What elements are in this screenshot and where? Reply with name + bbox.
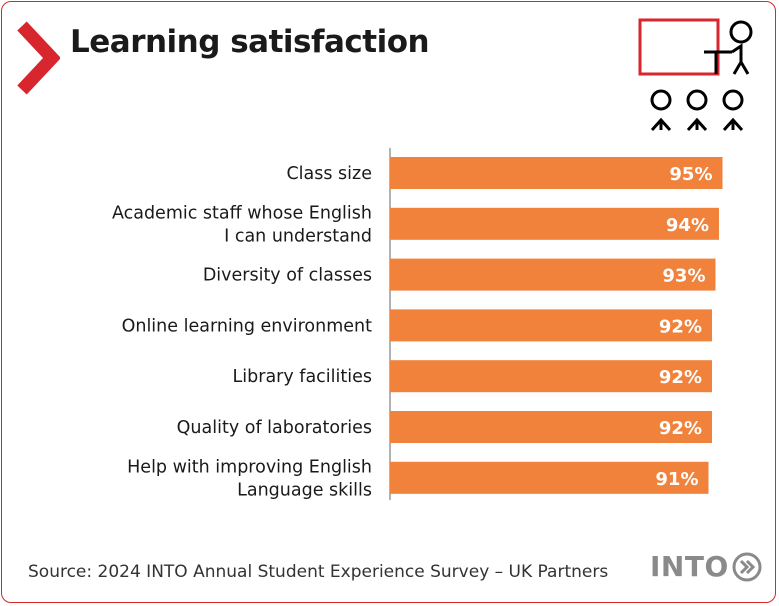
bar — [390, 207, 719, 240]
category-label: Library facilities — [233, 367, 372, 387]
bar-value-label: 91% — [655, 469, 698, 490]
bar — [390, 309, 712, 342]
bar-value-label: 93% — [662, 266, 705, 287]
category-label: Diversity of classes — [203, 266, 372, 286]
category-label: Class size — [286, 164, 372, 184]
category-label: I can understand — [224, 226, 372, 246]
bar — [390, 360, 712, 393]
bar-value-label: 94% — [666, 215, 709, 236]
bar — [390, 411, 712, 443]
into-logo-text: INTO — [650, 550, 729, 583]
bar — [390, 461, 709, 494]
source-note: Source: 2024 INTO Annual Student Experie… — [28, 562, 609, 582]
bar-value-label: 95% — [669, 164, 712, 185]
bar-value-label: 92% — [659, 418, 702, 439]
category-label: Online learning environment — [122, 316, 373, 336]
chart-title: Learning satisfaction — [70, 24, 430, 60]
bar-value-label: 92% — [659, 316, 702, 337]
category-label: Language skills — [237, 480, 372, 500]
classroom-presenter-icon — [638, 18, 753, 132]
into-logo: INTO — [650, 550, 762, 583]
bar — [390, 157, 723, 189]
category-label: Help with improving English — [127, 457, 372, 477]
bar-value-label: 92% — [659, 367, 702, 388]
double-chevron-circle-icon — [732, 552, 762, 581]
category-label: Quality of laboratories — [177, 418, 372, 438]
chevron-right-icon — [17, 21, 60, 95]
category-label: Academic staff whose English — [112, 203, 372, 223]
bar — [390, 258, 716, 291]
